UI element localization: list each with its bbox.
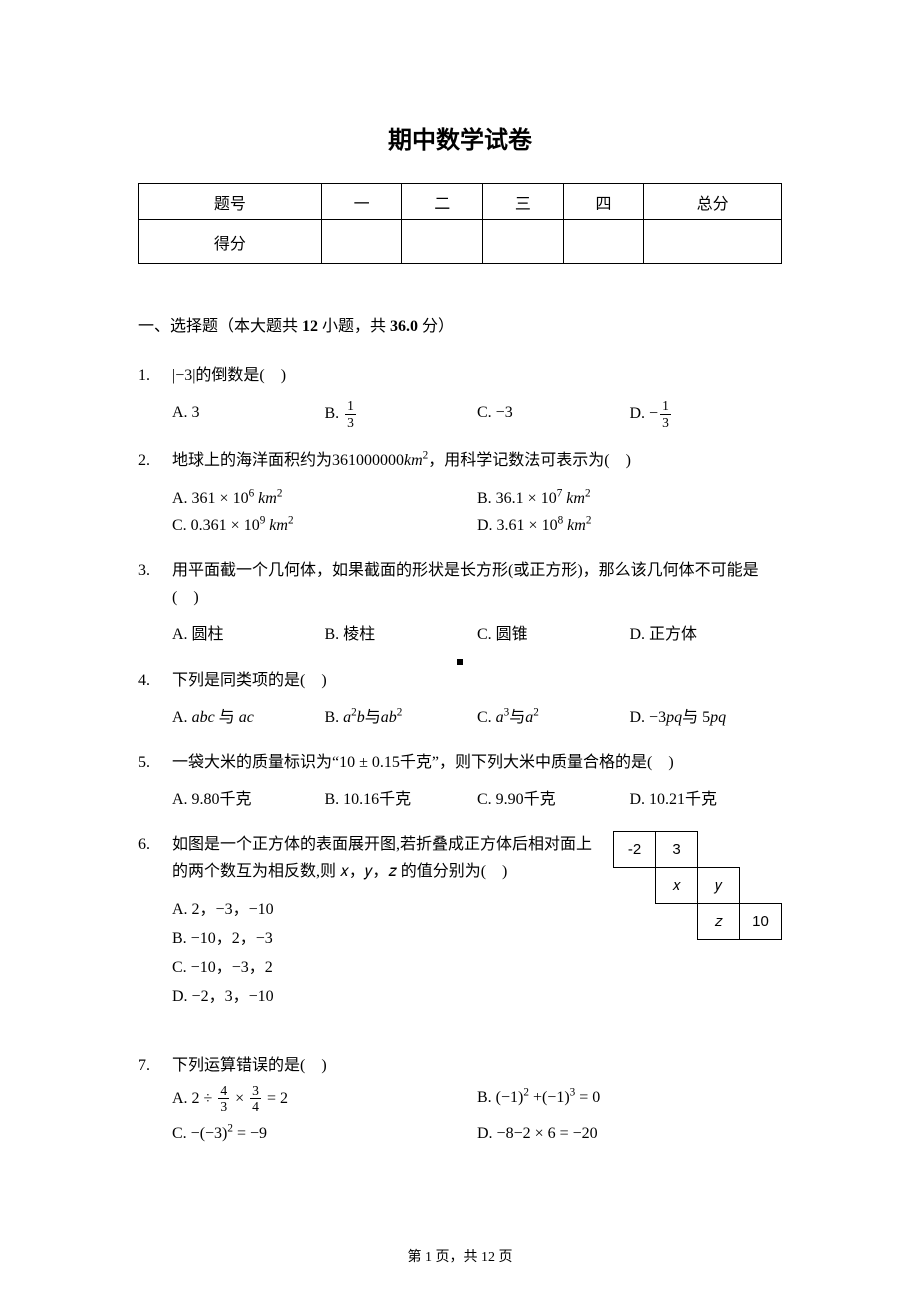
score-th-4: 四: [563, 184, 644, 220]
q7-opt-d: D. −8−2 × 6 = −20: [477, 1120, 782, 1147]
score-td-2: [402, 220, 483, 264]
q6-net-c: 𝑥: [656, 868, 698, 904]
score-table: 题号 一 二 三 四 总分 得分: [138, 183, 782, 264]
q1-stem: |−3|的倒数是( ): [172, 362, 782, 389]
q7-opt-a: A. 2 ÷ 43 × 34 = 2: [172, 1084, 477, 1114]
section-1-header-mid: 小题，共: [318, 318, 390, 335]
q5-opt-a: A. 9.80千克: [172, 786, 325, 813]
q5-opt-c: C. 9.90千克: [477, 786, 630, 813]
q6-net-a: -2: [614, 832, 656, 868]
q6-net-d: 𝑦: [698, 868, 740, 904]
score-table-header-row: 题号 一 二 三 四 总分: [139, 184, 782, 220]
q2-opt-d: D. 3.61 × 108 km2: [477, 512, 782, 539]
q4-stem: 下列是同类项的是( ): [172, 667, 782, 694]
score-td-label: 得分: [139, 220, 322, 264]
q1-opt-c: C. −3: [477, 399, 630, 429]
score-th-1: 一: [321, 184, 402, 220]
q1-options: A. 3 B. 13 C. −3 D. −13: [172, 399, 782, 429]
section-1-header-post: 分）: [418, 318, 454, 335]
q2-opt-b: B. 36.1 × 107 km2: [477, 485, 782, 512]
q6-opt-a: A. 2，−3，−10: [172, 896, 601, 923]
score-th-total: 总分: [644, 184, 782, 220]
q6-net-b: 3: [656, 832, 698, 868]
page-footer: 第 1 页，共 12 页: [0, 1246, 920, 1266]
section-1-header-b2: 36.0: [390, 318, 418, 335]
q6-net-f: 10: [740, 904, 782, 940]
q7-opt-b: B. (−1)2 +(−1)3 = 0: [477, 1084, 782, 1114]
q3-opt-c: C. 圆锥: [477, 621, 630, 648]
q6-cube-net: -2 3 𝑥 𝑦 𝑧 10: [613, 831, 782, 940]
q7-options: A. 2 ÷ 43 × 34 = 2 B. (−1)2 +(−1)3 = 0 C…: [172, 1084, 782, 1147]
question-3: 3. 用平面截一个几何体，如果截面的形状是长方形(或正方形)，那么该几何体不可能…: [138, 557, 782, 649]
score-table-value-row: 得分: [139, 220, 782, 264]
score-th-2: 二: [402, 184, 483, 220]
q6-options: A. 2，−3，−10 B. −10，2，−3 C. −10，−3，2 D. −…: [172, 896, 601, 1011]
q1-opt-b: B. 13: [325, 399, 478, 429]
q4-opt-b: B. a2b与ab2: [325, 704, 478, 731]
q2-stem-post: ，用科学记数法可表示为( ): [428, 452, 631, 469]
q5-opt-d: D. 10.21千克: [630, 786, 783, 813]
q1-opt-d: D. −13: [630, 399, 783, 429]
section-1-header-pre: 一、选择题（本大题共: [138, 318, 302, 335]
q5-opt-b: B. 10.16千克: [325, 786, 478, 813]
q6-net-e: 𝑧: [698, 904, 740, 940]
q2-number: 2.: [138, 447, 172, 539]
q4-opt-c: C. a3与a2: [477, 704, 630, 731]
footer-total: 12: [481, 1250, 495, 1265]
question-6: 6. 如图是一个正方体的表面展开图,若折叠成正方体后相对面上的两个数互为相反数,…: [138, 831, 782, 1012]
center-dot: [457, 659, 463, 665]
q4-opt-a: A. abc 与 ac: [172, 704, 325, 731]
q5-options: A. 9.80千克 B. 10.16千克 C. 9.90千克 D. 10.21千…: [172, 786, 782, 813]
q6-opt-c: C. −10，−3，2: [172, 954, 601, 981]
footer-post: 页: [495, 1250, 513, 1265]
footer-pre: 第: [408, 1250, 426, 1265]
q1-number: 1.: [138, 362, 172, 429]
q1-opt-a: A. 3: [172, 399, 325, 429]
score-th-section: 题号: [139, 184, 322, 220]
score-td-total: [644, 220, 782, 264]
footer-page: 1: [425, 1250, 432, 1265]
q7-stem: 下列运算错误的是( ): [172, 1052, 782, 1079]
section-1-header: 一、选择题（本大题共 12 小题，共 36.0 分）: [138, 312, 782, 336]
q3-opt-b: B. 棱柱: [325, 621, 478, 648]
q6-opt-b: B. −10，2，−3: [172, 925, 601, 952]
q6-number: 6.: [138, 831, 172, 1012]
q2-stem-pre: 地球上的海洋面积约为361000000: [172, 452, 404, 469]
score-td-4: [563, 220, 644, 264]
question-4: 4. 下列是同类项的是( ) A. abc 与 ac B. a2b与ab2 C.…: [138, 667, 782, 731]
footer-mid: 页，共: [432, 1250, 481, 1265]
q7-opt-c: C. −(−3)2 = −9: [172, 1120, 477, 1147]
question-5: 5. 一袋大米的质量标识为“10 ± 0.15千克”，则下列大米中质量合格的是(…: [138, 749, 782, 813]
q4-number: 4.: [138, 667, 172, 731]
q5-number: 5.: [138, 749, 172, 813]
q2-opt-c: C. 0.361 × 109 km2: [172, 512, 477, 539]
page-title: 期中数学试卷: [138, 120, 782, 155]
q2-stem: 地球上的海洋面积约为361000000km2，用科学记数法可表示为( ): [172, 447, 782, 474]
question-2: 2. 地球上的海洋面积约为361000000km2，用科学记数法可表示为( ) …: [138, 447, 782, 539]
question-1: 1. |−3|的倒数是( ) A. 3 B. 13 C. −3 D. −13: [138, 362, 782, 429]
q3-opt-d: D. 正方体: [630, 621, 783, 648]
q3-stem: 用平面截一个几何体，如果截面的形状是长方形(或正方形)，那么该几何体不可能是( …: [172, 557, 782, 611]
q3-options: A. 圆柱 B. 棱柱 C. 圆锥 D. 正方体: [172, 621, 782, 648]
q2-opt-a: A. 361 × 106 km2: [172, 485, 477, 512]
score-th-3: 三: [483, 184, 564, 220]
q2-options: A. 361 × 106 km2 B. 36.1 × 107 km2 C. 0.…: [172, 485, 782, 539]
question-7: 7. 下列运算错误的是( ) A. 2 ÷ 43 × 34 = 2 B. (−1…: [138, 1052, 782, 1147]
q3-number: 3.: [138, 557, 172, 649]
q5-stem: 一袋大米的质量标识为“10 ± 0.15千克”，则下列大米中质量合格的是( ): [172, 749, 782, 776]
q7-number: 7.: [138, 1052, 172, 1147]
score-td-3: [483, 220, 564, 264]
score-td-1: [321, 220, 402, 264]
q4-options: A. abc 与 ac B. a2b与ab2 C. a3与a2 D. −3pq与…: [172, 704, 782, 731]
q6-opt-d: D. −2，3，−10: [172, 983, 601, 1010]
q4-opt-d: D. −3pq与 5pq: [630, 704, 783, 731]
q6-stem: 如图是一个正方体的表面展开图,若折叠成正方体后相对面上的两个数互为相反数,则 𝑥…: [172, 831, 601, 885]
section-1-header-b1: 12: [302, 318, 318, 335]
q3-opt-a: A. 圆柱: [172, 621, 325, 648]
